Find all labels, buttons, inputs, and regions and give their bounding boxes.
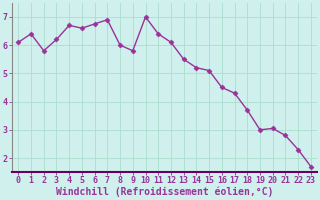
X-axis label: Windchill (Refroidissement éolien,°C): Windchill (Refroidissement éolien,°C) bbox=[56, 187, 273, 197]
